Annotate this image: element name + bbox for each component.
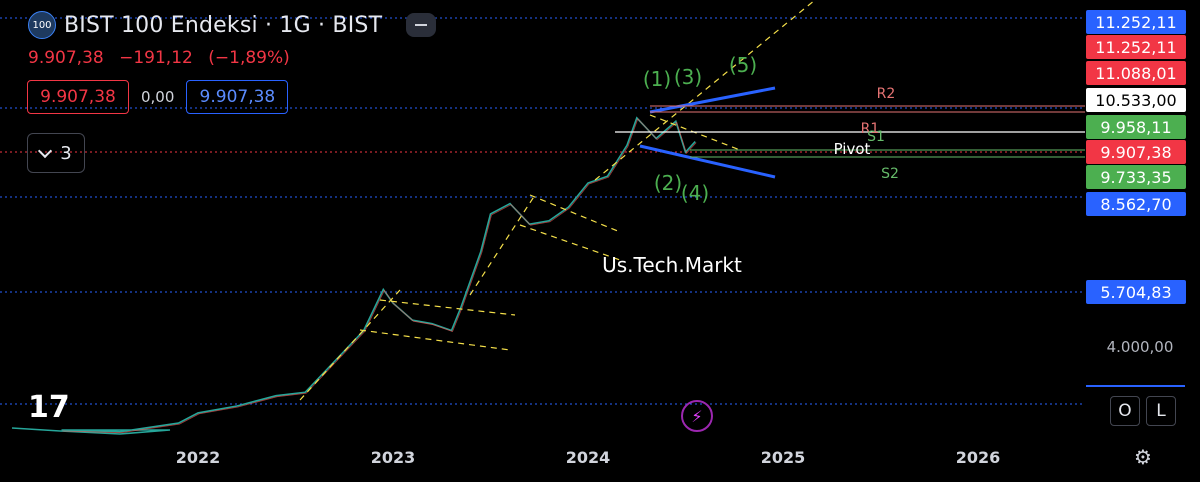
trend-guide-line [469, 194, 536, 296]
spread-value: 0,00 [141, 88, 175, 106]
chart-annotation: (2) [654, 171, 682, 195]
indicators-count: 3 [60, 142, 72, 164]
price-label-text: 9.907,38 [1100, 143, 1171, 162]
chart-annotation: R1 [861, 121, 880, 137]
indicators-toggle[interactable]: 3 [27, 133, 85, 173]
chart-annotation: S2 [881, 166, 899, 182]
price-series-shadow [62, 118, 697, 434]
x-tick-label: 2022 [176, 448, 221, 467]
wedge-lower-line [639, 144, 776, 179]
price-label-box [1086, 165, 1186, 189]
trend-guide-line [379, 299, 516, 316]
price-label-box [1086, 88, 1186, 112]
last-price: 9.907,38 [28, 48, 104, 68]
price-label-box [1086, 10, 1186, 34]
chart-annotation: Us.Tech.Markt [602, 253, 742, 277]
y-tick-label: 4.000,00 [1107, 338, 1174, 356]
price-label-box [1086, 280, 1186, 304]
price-label-text: 5.704,83 [1100, 283, 1171, 302]
price-label-box [1086, 61, 1186, 85]
chevron-down-icon [38, 143, 53, 159]
trend-guide-line [359, 329, 511, 351]
tradingview-logo: 17 [28, 390, 70, 425]
price-change-pct: (−1,89%) [208, 48, 290, 68]
x-tick-label: 2026 [956, 448, 1001, 467]
collapse-button[interactable] [406, 13, 437, 37]
price-label-text: 9.733,35 [1100, 168, 1171, 187]
x-tick-label: 2025 [761, 448, 806, 467]
chart-annotation: (5) [729, 53, 757, 77]
chart-annotation: Pivot [834, 140, 871, 158]
price-label-text: 10.533,00 [1095, 91, 1176, 110]
l-button[interactable]: L [1146, 396, 1176, 426]
price-label-box [1086, 115, 1186, 139]
gear-icon[interactable]: ⚙ [1134, 445, 1152, 469]
lightning-icon[interactable]: ⚡ [681, 400, 713, 432]
price-label-box [1086, 35, 1186, 59]
wedge-upper-line [649, 86, 776, 114]
price-label-text: 11.252,11 [1095, 38, 1176, 57]
minus-icon [415, 24, 428, 26]
chart-annotation: (3) [674, 65, 702, 89]
price-label-text: 11.088,01 [1095, 64, 1176, 83]
chart-annotation: (4) [681, 181, 709, 205]
price-change: −191,12 [119, 48, 193, 68]
symbol-badge: 100 [28, 11, 56, 39]
x-tick-label: 2024 [566, 448, 611, 467]
price-summary: 9.907,38 −191,12 (−1,89%) [28, 48, 300, 68]
trend-guide-line [529, 194, 621, 233]
trend-guide-line [594, 0, 816, 181]
x-tick-label: 2023 [371, 448, 416, 467]
o-button[interactable]: O [1110, 396, 1140, 426]
sell-button[interactable]: 9.907,38 [27, 80, 129, 114]
chart-annotation: S1 [867, 129, 885, 145]
price-series-line [11, 116, 696, 435]
trend-guide-line [299, 289, 401, 401]
chart-annotation: R2 [877, 86, 896, 102]
buy-button[interactable]: 9.907,38 [186, 80, 289, 114]
price-label-text: 11.252,11 [1095, 13, 1176, 32]
symbol-header[interactable]: 100 BIST 100 Endeksi · 1G · BIST [28, 10, 437, 40]
price-label-text: 9.958,11 [1100, 118, 1171, 137]
price-label-box [1086, 140, 1186, 164]
bid-ask-panel: 9.907,38 0,00 9.907,38 [27, 80, 289, 114]
price-label-box [1086, 192, 1186, 216]
price-label-text: 8.562,70 [1100, 195, 1171, 214]
trend-guide-line [519, 224, 621, 261]
chart-annotation: (1) [643, 67, 671, 91]
symbol-title: BIST 100 Endeksi · 1G · BIST [64, 12, 383, 38]
